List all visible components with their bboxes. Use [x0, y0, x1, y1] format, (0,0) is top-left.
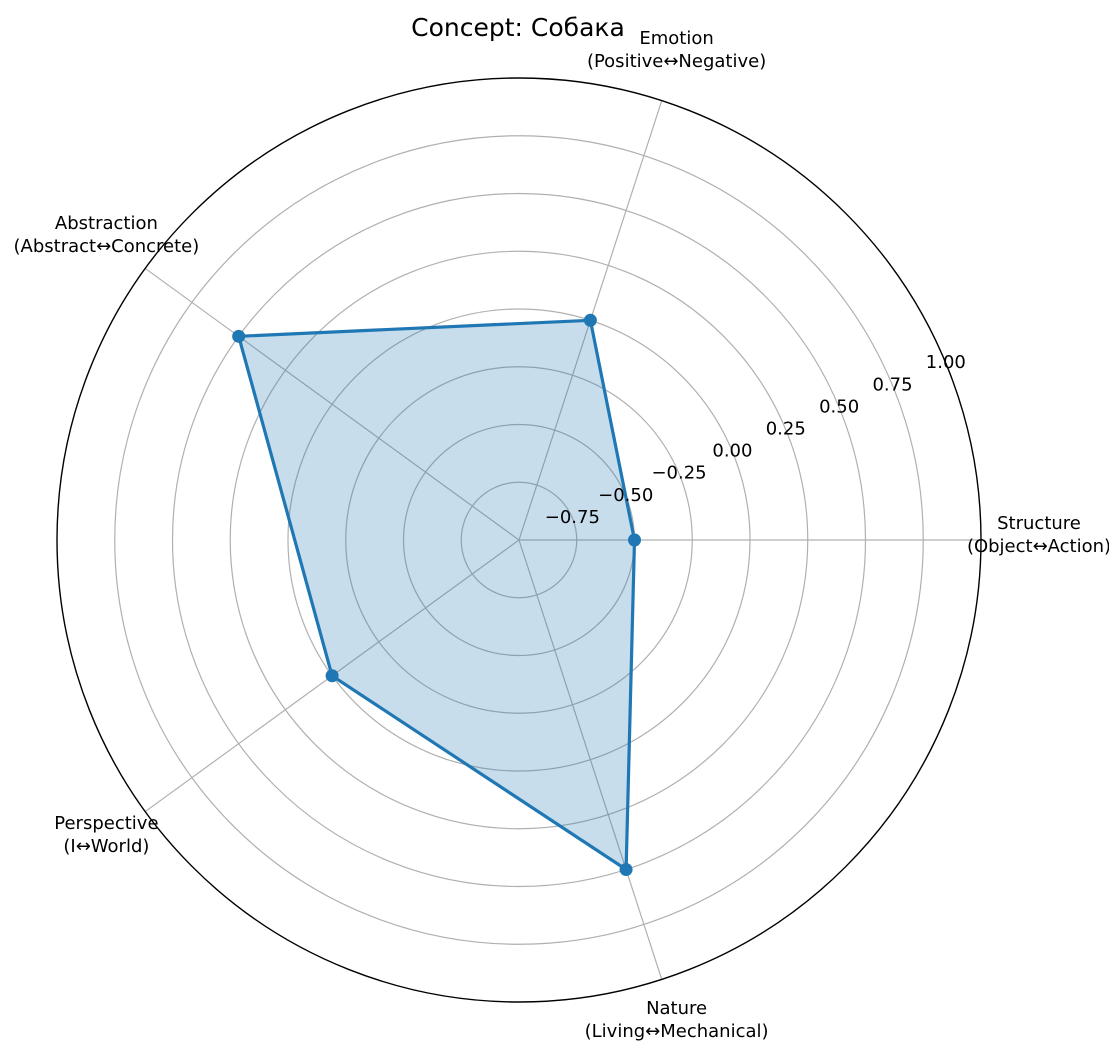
data-point	[325, 669, 339, 683]
tick-label: 0.00	[712, 441, 752, 462]
axis-spoke	[144, 267, 520, 541]
axis-spoke	[518, 539, 663, 980]
tick-label: 1.00	[926, 352, 966, 373]
data-point	[628, 533, 641, 547]
tick-label: 0.25	[766, 419, 806, 440]
axis-label-range: (I↔World)	[63, 836, 149, 857]
axis-label-name: Abstraction	[55, 213, 158, 234]
series-area	[238, 320, 635, 870]
data-point	[619, 863, 633, 877]
axis-label: Structure (Object↔Action)	[967, 513, 1109, 557]
label-layer: Structure (Object↔Action) Emotion (Positive…	[14, 28, 1109, 1042]
chart-title: Concept: Собака	[411, 13, 625, 42]
data-point	[583, 313, 597, 327]
axis-label: Emotion (Positive↔Negative)	[587, 28, 766, 72]
outer-boundary	[56, 77, 982, 1003]
axis-label: Nature (Living↔Mechanical)	[585, 998, 769, 1042]
axis-label: Abstraction (Abstract↔Concrete)	[14, 213, 200, 257]
axis-label-name: Emotion	[639, 28, 713, 49]
data-point	[232, 329, 246, 343]
data-layer	[232, 313, 641, 877]
tick-label: −0.75	[545, 507, 600, 528]
axis-label-name: Perspective	[54, 813, 158, 834]
axis-label-range: (Object↔Action)	[967, 536, 1109, 557]
tick-label: 0.50	[819, 396, 859, 417]
axis-label-name: Structure	[997, 513, 1081, 534]
axis-label-name: Nature	[646, 998, 707, 1019]
tick-label: −0.25	[651, 463, 706, 484]
tick-label: −0.50	[598, 485, 653, 506]
series-line	[237, 318, 637, 872]
axis-label-range: (Abstract↔Concrete)	[14, 236, 200, 257]
tick-layer: −0.75−0.50−0.25 0.00 0.25 0.50 0.75 1.00	[545, 352, 966, 528]
axis-label-range: (Positive↔Negative)	[587, 51, 766, 72]
axis-label-range: (Living↔Mechanical)	[585, 1021, 769, 1042]
tick-label: 0.75	[872, 374, 912, 395]
axis-label: Perspective (I↔World)	[54, 813, 158, 857]
